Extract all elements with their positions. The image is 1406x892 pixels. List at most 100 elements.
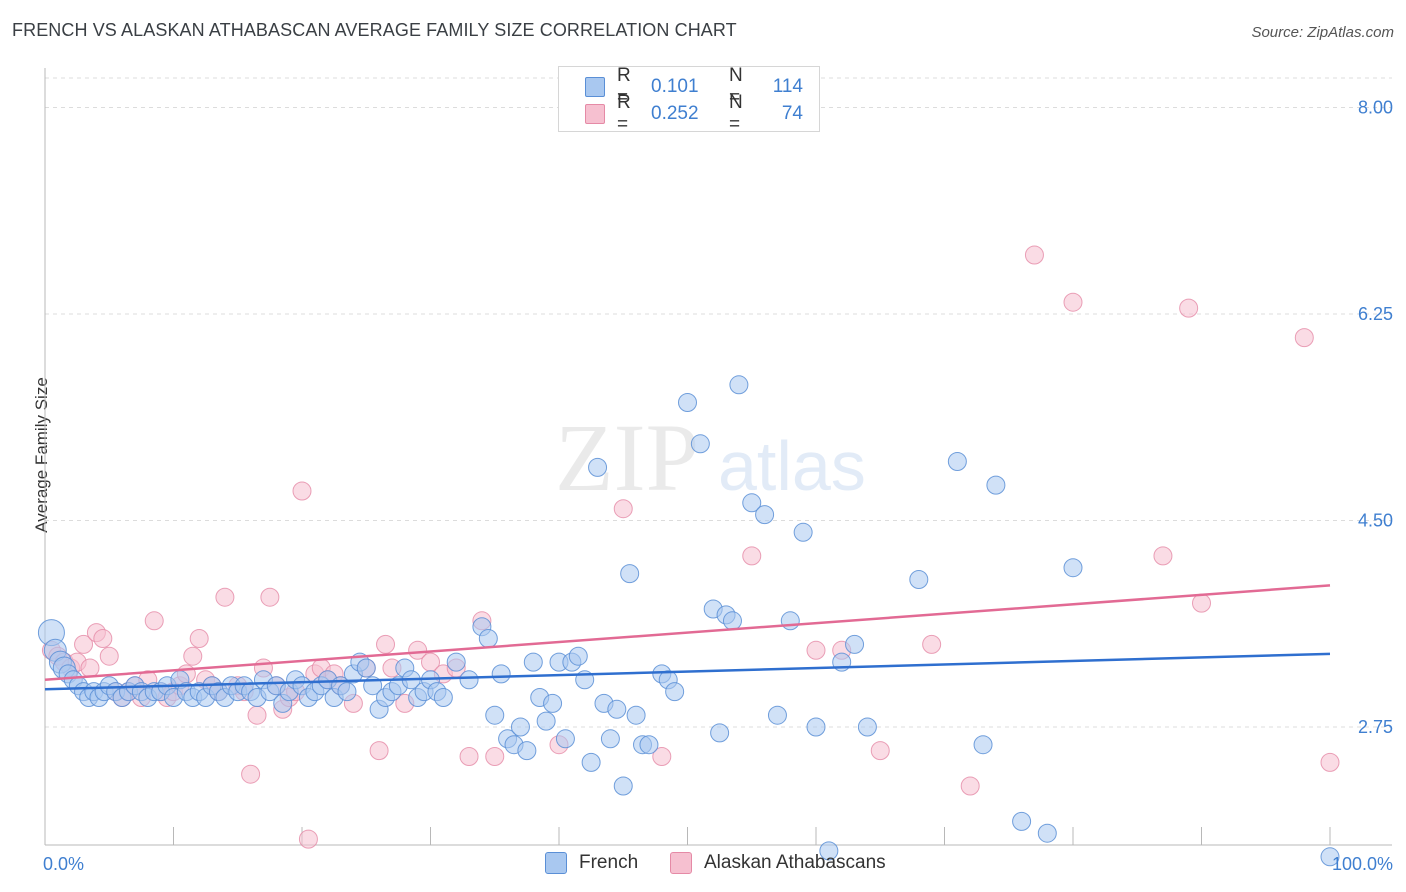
axes — [44, 68, 1392, 846]
french-point — [806, 717, 826, 737]
alaskan-point — [298, 829, 318, 849]
alaskan-legend-swatch — [670, 852, 692, 874]
french-point — [665, 682, 685, 702]
french-point — [819, 841, 839, 861]
watermark: ZIP atlas — [555, 404, 866, 511]
alaskan-point — [459, 747, 479, 766]
french-point — [909, 570, 929, 589]
french-point — [690, 434, 710, 454]
legend-row-french: R = 0.101 N = 114 — [585, 65, 803, 108]
alaskan-point — [183, 646, 203, 666]
alaskan-r-label: R = — [617, 92, 631, 135]
french-point — [729, 375, 749, 395]
french-legend-swatch — [545, 852, 567, 874]
alaskan-point — [99, 646, 119, 666]
french-point — [478, 629, 498, 648]
french-point — [639, 735, 659, 755]
french-point — [626, 705, 646, 725]
alaskan-point — [93, 629, 113, 648]
alaskan-point — [260, 587, 280, 607]
y-tick-label: 6.25 — [1358, 304, 1393, 324]
french-point — [588, 457, 608, 477]
y-tick-label: 2.75 — [1358, 717, 1393, 737]
french-point — [485, 705, 505, 725]
alaskan-legend-label: Alaskan Athabascans — [704, 852, 886, 873]
alaskan-point — [369, 741, 389, 761]
french-n-value: 114 — [772, 76, 803, 97]
french-point — [767, 705, 787, 725]
correlation-legend: R = 0.101 N = 114 R = 0.252 N = 74 — [558, 65, 820, 135]
french-point — [536, 711, 556, 731]
french-point — [459, 670, 479, 690]
legend-row-alaskan: R = 0.252 N = 74 — [585, 92, 803, 135]
french-point — [337, 682, 357, 702]
french-point — [710, 723, 730, 743]
french-point — [568, 646, 588, 666]
alaskan-point — [806, 640, 826, 660]
alaskan-point — [922, 634, 942, 654]
alaskan-points — [41, 245, 1340, 849]
french-point — [793, 522, 813, 542]
french-point — [356, 658, 376, 678]
french-point — [613, 776, 633, 796]
alaskan-point — [144, 611, 164, 631]
french-n-label: N = — [729, 65, 743, 108]
alaskan-point — [376, 634, 396, 654]
watermark-atlas: atlas — [718, 427, 866, 505]
x-tick-label-end: 100.0% — [1332, 854, 1393, 874]
alaskan-point — [485, 747, 505, 766]
alaskan-trend-line — [44, 584, 1331, 682]
alaskan-point — [241, 764, 261, 784]
french-point — [1037, 823, 1057, 843]
alaskan-swatch — [585, 104, 605, 124]
french-r-label: R = — [617, 65, 631, 108]
french-point — [973, 735, 993, 755]
french-trend-line — [44, 652, 1331, 691]
french-point — [986, 475, 1006, 495]
french-legend-label: French — [579, 852, 639, 873]
x-tick-label-start: 0.0% — [43, 854, 84, 874]
french-point — [446, 652, 466, 672]
alaskan-point — [960, 776, 980, 796]
y-tick-labels: 2.75 4.50 6.25 8.00 — [1358, 98, 1393, 738]
watermark-zip: ZIP — [555, 404, 699, 511]
french-point — [947, 452, 967, 471]
x-tick-labels: 0.0% 100.0% — [43, 854, 1393, 874]
french-point — [857, 717, 877, 737]
alaskan-point — [1192, 593, 1211, 613]
series-legend: French Alaskan Athabascans — [0, 852, 1406, 878]
y-tick-label: 8.00 — [1358, 98, 1393, 118]
french-point — [755, 505, 775, 525]
alaskan-point — [80, 658, 100, 678]
french-point — [780, 611, 800, 631]
alaskan-point — [1294, 328, 1314, 348]
alaskan-point — [1063, 292, 1083, 312]
alaskan-n-value: 74 — [781, 103, 803, 124]
french-point — [1012, 811, 1032, 831]
alaskan-point — [613, 499, 633, 519]
french-point — [742, 493, 762, 513]
french-point — [523, 652, 543, 672]
alaskan-point — [1153, 546, 1173, 566]
alaskan-point — [1320, 752, 1340, 772]
alaskan-n-label: N = — [729, 92, 743, 135]
french-point — [510, 717, 530, 737]
alaskan-r-value: 0.252 — [651, 103, 699, 124]
french-point — [722, 611, 742, 631]
french-point — [845, 634, 865, 654]
alaskan-point — [742, 546, 762, 566]
french-swatch — [585, 77, 605, 97]
legend-item-french[interactable]: French — [545, 852, 638, 874]
alaskan-point — [292, 481, 312, 501]
chart-title: FRENCH VS ALASKAN ATHABASCAN AVERAGE FAM… — [12, 20, 737, 40]
french-point — [1320, 847, 1340, 867]
alaskan-point — [74, 634, 94, 654]
source-label: Source: ZipAtlas.com — [1251, 24, 1394, 41]
alaskan-point — [1024, 245, 1044, 265]
french-point — [620, 564, 640, 584]
french-point — [581, 752, 601, 772]
legend-item-alaskan[interactable]: Alaskan Athabascans — [670, 852, 886, 874]
french-point — [433, 688, 453, 707]
alaskan-point — [247, 705, 267, 725]
